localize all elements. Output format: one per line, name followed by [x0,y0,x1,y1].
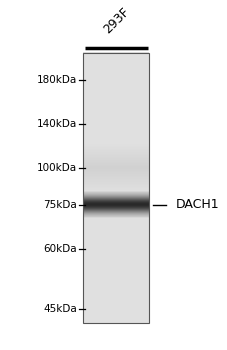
Text: 45kDa: 45kDa [43,304,76,314]
Bar [83,52,149,323]
Text: DACH1: DACH1 [175,198,218,211]
Text: 60kDa: 60kDa [43,244,76,254]
Text: 140kDa: 140kDa [37,119,76,128]
Text: 75kDa: 75kDa [43,200,76,210]
Text: 180kDa: 180kDa [37,75,76,85]
Text: 293F: 293F [101,5,131,36]
Text: 100kDa: 100kDa [37,162,76,173]
